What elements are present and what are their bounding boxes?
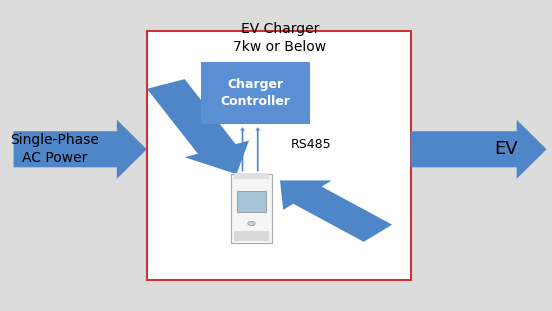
Text: Single-Phase
AC Power: Single-Phase AC Power <box>10 133 99 165</box>
Circle shape <box>248 221 255 225</box>
Polygon shape <box>147 79 249 174</box>
Polygon shape <box>280 180 392 242</box>
Bar <box>201 62 310 124</box>
Bar <box>147 31 411 280</box>
Text: EV: EV <box>494 140 518 158</box>
Text: EV Charger
7kw or Below: EV Charger 7kw or Below <box>233 22 327 54</box>
Bar <box>231 174 272 243</box>
Polygon shape <box>13 120 147 179</box>
Bar <box>234 231 269 241</box>
Text: Charger
Controller: Charger Controller <box>221 78 290 108</box>
Polygon shape <box>411 120 546 179</box>
Text: RS485: RS485 <box>291 138 332 151</box>
Bar <box>236 191 267 212</box>
Bar <box>234 173 269 179</box>
